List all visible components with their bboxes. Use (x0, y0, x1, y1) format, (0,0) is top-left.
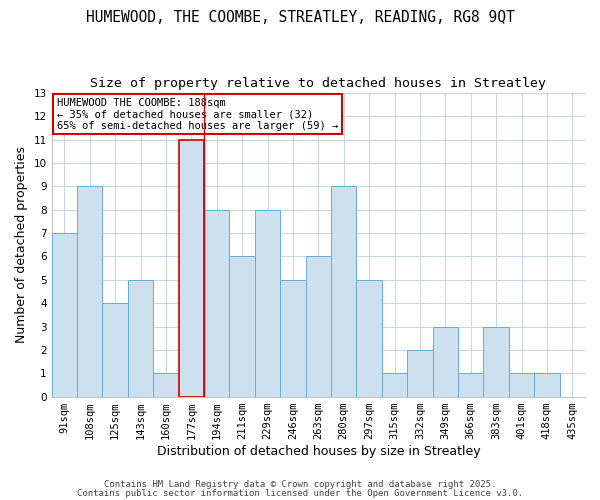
Bar (255, 210, 280, 396)
Bar (433, 326, 458, 396)
Bar (103, 303, 128, 396)
Bar (280, 280, 305, 396)
Bar (458, 373, 484, 396)
Bar (331, 186, 356, 396)
X-axis label: Distribution of detached houses by size in Streatley: Distribution of detached houses by size … (157, 444, 480, 458)
Bar (229, 256, 255, 396)
Text: HUMEWOOD THE COOMBE: 188sqm
← 35% of detached houses are smaller (32)
65% of sem: HUMEWOOD THE COOMBE: 188sqm ← 35% of det… (57, 98, 338, 131)
Text: HUMEWOOD, THE COOMBE, STREATLEY, READING, RG8 9QT: HUMEWOOD, THE COOMBE, STREATLEY, READING… (86, 10, 514, 25)
Bar (153, 373, 179, 396)
Bar (356, 280, 382, 396)
Bar (204, 210, 229, 396)
Bar (52, 233, 77, 396)
Bar (484, 326, 509, 396)
Bar (179, 140, 204, 396)
Bar (509, 373, 534, 396)
Bar (534, 373, 560, 396)
Text: Contains public sector information licensed under the Open Government Licence v3: Contains public sector information licen… (77, 489, 523, 498)
Title: Size of property relative to detached houses in Streatley: Size of property relative to detached ho… (91, 78, 547, 90)
Bar (382, 373, 407, 396)
Bar (407, 350, 433, 397)
Bar (77, 186, 103, 396)
Bar (128, 280, 153, 396)
Y-axis label: Number of detached properties: Number of detached properties (15, 146, 28, 344)
Bar (305, 256, 331, 396)
Text: Contains HM Land Registry data © Crown copyright and database right 2025.: Contains HM Land Registry data © Crown c… (104, 480, 496, 489)
